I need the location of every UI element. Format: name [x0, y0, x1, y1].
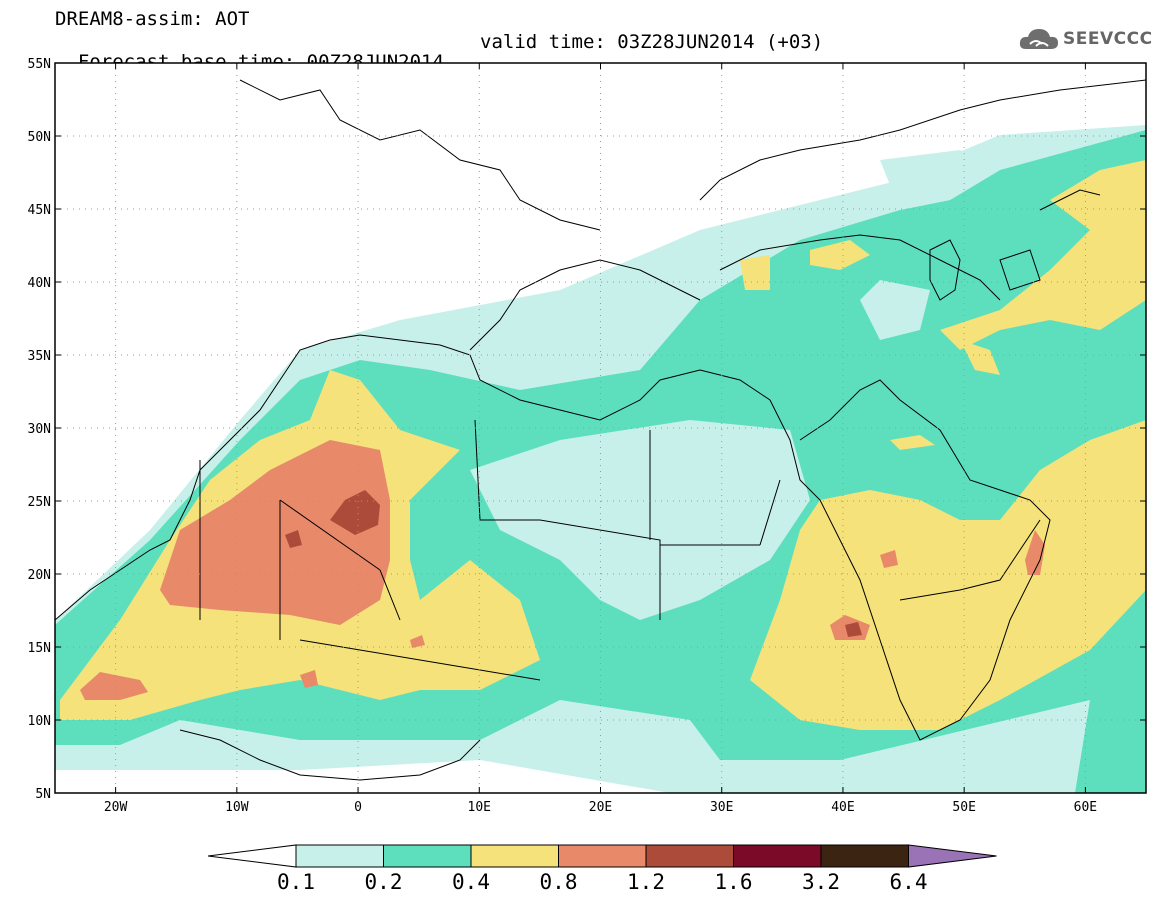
latitude-axis: 55N 50N 45N 40N 35N 30N 25N 20N 15N 10N 5N	[28, 57, 1146, 802]
colorbar-label: 0.8	[540, 870, 578, 894]
colorbar-box	[820, 844, 909, 868]
lat-tick-label: 30N	[28, 422, 51, 437]
lat-tick-label: 35N	[28, 349, 51, 364]
map-title: DREAM8-assim: AOT	[55, 8, 250, 30]
colorbar-label: 0.2	[365, 870, 403, 894]
aot-band-0.1-0.2-inner	[470, 150, 1000, 620]
lon-tick-label: 0	[354, 800, 362, 815]
lat-tick-label: 5N	[35, 787, 51, 802]
colorbar-label: 1.2	[627, 870, 665, 894]
lon-tick-label: 40E	[831, 800, 854, 815]
colorbar-label: 6.4	[890, 870, 928, 894]
colorbar-lower-extend	[207, 844, 297, 868]
coastlines-borders	[55, 79, 1146, 781]
lat-tick-label: 15N	[28, 641, 51, 656]
lon-tick-label: 10W	[225, 800, 249, 815]
seevccc-logo: SEEVCCC	[1018, 24, 1153, 54]
colorbar-label: 0.1	[277, 870, 315, 894]
colorbar-box	[733, 844, 822, 868]
colorbar-box	[470, 844, 559, 868]
valid-time-label: valid time: 03Z28JUN2014 (+03)	[480, 31, 824, 53]
aot-colorbar: 0.1 0.2 0.4 0.8 1.2 1.6 3.2 6.4	[207, 844, 997, 894]
lat-tick-label: 50N	[28, 130, 51, 145]
lat-tick-label: 20N	[28, 568, 51, 583]
lon-tick-label: 20W	[104, 800, 128, 815]
lon-tick-label: 20E	[589, 800, 612, 815]
lat-tick-label: 10N	[28, 714, 51, 729]
colorbar-label: 0.4	[452, 870, 490, 894]
lon-tick-label: 50E	[952, 800, 975, 815]
longitude-axis: 20W 10W 0 10E 20E 30E 40E 50E 60E	[104, 63, 1097, 815]
colorbar-box	[295, 844, 384, 868]
lat-tick-label: 45N	[28, 203, 51, 218]
colorbar-label: 3.2	[802, 870, 840, 894]
colorbar-box	[383, 844, 472, 868]
logo-text: SEEVCCC	[1063, 29, 1153, 49]
colorbar-upper-extend	[908, 844, 997, 868]
lat-tick-label: 25N	[28, 495, 51, 510]
lon-tick-label: 30E	[710, 800, 733, 815]
colorbar-box	[645, 844, 734, 868]
colorbar-label: 1.6	[715, 870, 753, 894]
lat-tick-label: 40N	[28, 276, 51, 291]
cloud-logo-icon	[1019, 29, 1058, 49]
lat-tick-label: 55N	[28, 57, 51, 72]
aot-field	[55, 63, 1146, 793]
lon-tick-label: 60E	[1074, 800, 1097, 815]
colorbar-box	[558, 844, 647, 868]
lon-tick-label: 10E	[468, 800, 491, 815]
